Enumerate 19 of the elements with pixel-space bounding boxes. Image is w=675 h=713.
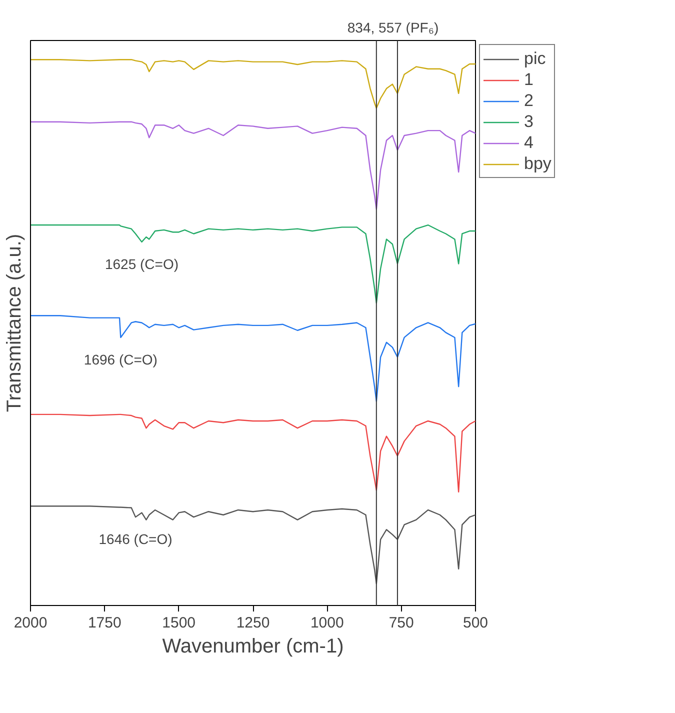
- x-axis-title: Wavenumber (cm-1): [162, 636, 344, 658]
- annotation: 1646 (C=O): [98, 531, 172, 548]
- legend-label: 3: [524, 111, 534, 132]
- x-tick-label: 2000: [14, 614, 48, 632]
- x-tick-label: 1750: [88, 614, 122, 632]
- x-tick-label: 750: [388, 614, 414, 632]
- legend-label: 2: [524, 90, 534, 111]
- annotation: 1696 (C=O): [84, 351, 158, 368]
- x-tick-label: 1250: [236, 614, 270, 632]
- x-tick-label: 1000: [310, 614, 344, 632]
- legend-label: 1: [524, 69, 534, 90]
- text: 834, 557 (PF₆): [347, 20, 439, 36]
- annotation: 1625 (C=O): [104, 256, 179, 272]
- legend-label: bpy: [524, 153, 552, 174]
- x-tick-label: 1500: [162, 614, 196, 632]
- legend-label: pic: [524, 48, 546, 69]
- y-axis-title: Transmittance (a.u.): [4, 234, 26, 412]
- x-tick-label: 500: [462, 614, 488, 632]
- legend-label: 4: [524, 132, 534, 153]
